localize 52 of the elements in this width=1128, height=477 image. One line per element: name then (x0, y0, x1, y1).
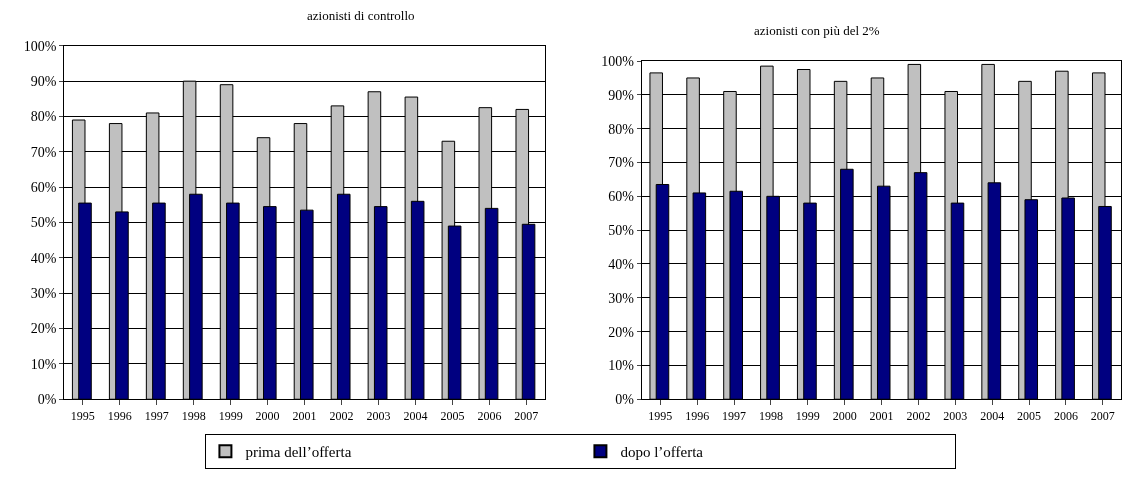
y-tick-label: 60% (608, 189, 635, 205)
x-tick-label: 2000 (832, 408, 857, 423)
x-tick-label: 1998 (758, 408, 783, 423)
y-tick-label: 70% (30, 144, 57, 160)
y-tick-label: 80% (30, 109, 57, 125)
y-tick-label: 50% (608, 223, 635, 239)
chart-title: azionisti con più del 2% (754, 23, 880, 38)
x-tick-label: 2000 (255, 408, 280, 423)
y-tick-label: 30% (608, 290, 635, 306)
y-tick-label: 90% (30, 74, 57, 90)
x-tick-label: 1995 (70, 408, 95, 423)
x-tick-label: 2001 (869, 408, 894, 423)
y-tick-label: 100% (23, 38, 57, 54)
x-tick-label: 2001 (292, 408, 317, 423)
x-tick-label: 2003 (943, 408, 968, 423)
x-tick-label: 1999 (795, 408, 820, 423)
x-tick-label: 1998 (181, 408, 206, 423)
y-tick-label: 100% (601, 53, 635, 69)
y-tick-label: 20% (30, 321, 57, 337)
y-tick-label: 80% (608, 121, 635, 137)
x-tick-label: 1996 (107, 408, 132, 423)
y-tick-label: 60% (30, 180, 57, 196)
x-tick-label: 2003 (366, 408, 391, 423)
y-tick-label: 10% (30, 356, 57, 372)
x-tick-label: 2002 (329, 408, 354, 423)
x-tick-label: 1999 (218, 408, 243, 423)
y-tick-label: 30% (30, 286, 57, 302)
y-tick-label: 10% (608, 358, 635, 374)
x-tick-label: 1996 (685, 408, 710, 423)
y-tick-label: 20% (608, 324, 635, 340)
x-tick-label: 2004 (403, 408, 428, 423)
y-tick-label: 40% (30, 250, 57, 266)
y-tick-label: 0% (615, 392, 635, 408)
x-tick-label: 2004 (980, 408, 1005, 423)
x-tick-label: 2005 (1017, 408, 1042, 423)
y-tick-label: 0% (37, 392, 57, 408)
x-tick-label: 1997 (144, 408, 169, 423)
legend-label: dopo l’offerta (620, 444, 704, 461)
x-tick-label: 1997 (722, 408, 747, 423)
x-tick-label: 2007 (1090, 408, 1115, 423)
y-tick-label: 70% (608, 155, 635, 171)
x-tick-label: 2006 (477, 408, 502, 423)
y-tick-label: 40% (608, 256, 635, 272)
legend-label: prima dell’offerta (245, 444, 352, 461)
x-tick-label: 2007 (514, 408, 539, 423)
x-tick-label: 2006 (1053, 408, 1078, 423)
y-tick-label: 50% (30, 215, 57, 231)
x-tick-label: 1995 (648, 408, 673, 423)
chart-title: azionisti di controllo (307, 8, 415, 23)
x-tick-label: 2002 (906, 408, 931, 423)
x-tick-label: 2005 (440, 408, 465, 423)
y-tick-label: 90% (608, 87, 635, 103)
